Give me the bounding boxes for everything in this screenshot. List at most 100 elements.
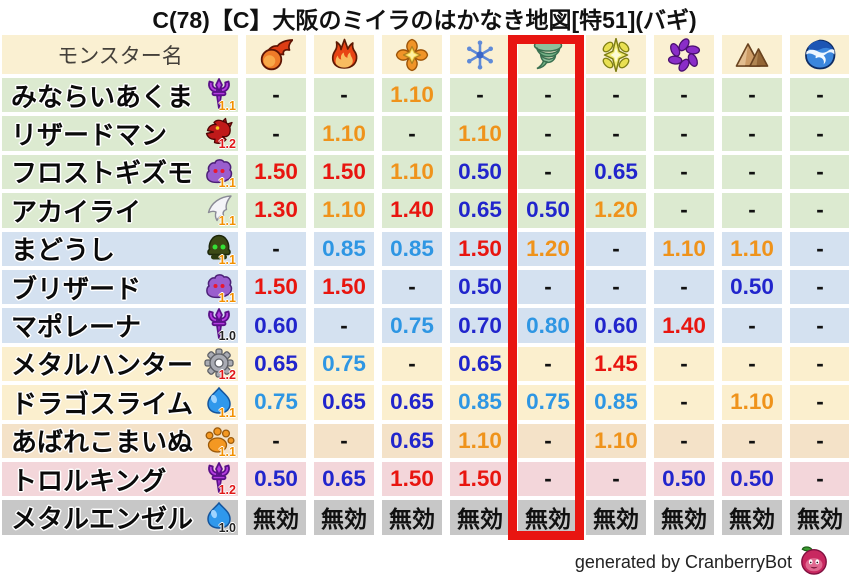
- resistance-cell: -: [790, 231, 849, 266]
- element-header-wave: [790, 35, 849, 74]
- resistance-value: -: [272, 235, 280, 261]
- resistance-cell: -: [722, 423, 782, 458]
- monster-name-cell: あばれこまいぬ 1.1: [2, 423, 238, 459]
- resistance-cell: 1.50: [450, 231, 510, 266]
- resistance-cell: 1.30: [246, 193, 306, 228]
- mountain-icon: [735, 38, 769, 72]
- resistance-value: -: [816, 466, 824, 492]
- resistance-cell: 1.50: [382, 461, 442, 497]
- resistance-value: -: [748, 197, 756, 223]
- resistance-cell: -: [654, 116, 714, 151]
- resistance-value: 0.65: [594, 158, 638, 184]
- resistance-cell: -: [518, 78, 578, 113]
- resistance-value: 0.65: [254, 350, 298, 376]
- resistance-value: -: [748, 427, 756, 453]
- resistance-cell: 1.50: [450, 461, 510, 497]
- resistance-cell: 1.10: [586, 423, 646, 458]
- resistance-value: 1.20: [526, 235, 570, 261]
- element-header-mountain: [722, 35, 782, 74]
- resistance-cell: -: [314, 308, 374, 343]
- resistance-cell: -: [586, 78, 646, 113]
- resistance-cell: 無効: [518, 500, 578, 535]
- resistance-value: -: [680, 427, 688, 453]
- page-title: C(78)【C】大阪のミイラのはかなき地図[特51](バギ): [152, 6, 697, 33]
- resistance-cell: 1.40: [382, 193, 442, 228]
- demon-icon: 1.1: [203, 78, 236, 113]
- resistance-value: 無効: [525, 506, 571, 533]
- resistance-value: -: [408, 120, 416, 146]
- demon-icon: 1.2: [203, 462, 236, 497]
- resistance-cell: -: [722, 308, 782, 343]
- resistance-value: -: [748, 158, 756, 184]
- resistance-value: 無効: [457, 506, 503, 533]
- resistance-cell: -: [518, 346, 578, 382]
- monster-name-cell: メタルエンゼル 1.0: [2, 500, 238, 535]
- resistance-cell: 1.10: [450, 423, 510, 458]
- resistance-cell: -: [518, 116, 578, 151]
- resistance-cell: 無効: [314, 500, 374, 535]
- monster-name-cell: トロルキング 1.2: [2, 461, 238, 497]
- resistance-cell: -: [722, 116, 782, 151]
- resistance-value: 0.70: [458, 312, 502, 338]
- resistance-value: -: [544, 158, 552, 184]
- resistance-value: 0.50: [730, 466, 774, 492]
- bird-icon: 1.1: [203, 193, 236, 228]
- resistance-cell: 0.50: [722, 269, 782, 305]
- element-header-flame: [314, 35, 374, 74]
- resistance-value: 1.10: [390, 158, 434, 184]
- element-header-fireball: [246, 35, 306, 74]
- resistance-value: 無効: [253, 506, 299, 533]
- monster-name: まどうし: [11, 235, 116, 266]
- wave-icon: [803, 38, 837, 72]
- monster-name: フロストギズモ: [11, 158, 194, 189]
- resistance-cell: -: [246, 231, 306, 266]
- machine-icon: 1.2: [203, 347, 236, 382]
- ghost-icon: 1.1: [203, 155, 236, 190]
- resistance-cell: 1.10: [314, 116, 374, 151]
- resistance-value: -: [272, 427, 280, 453]
- resistance-value: -: [612, 82, 620, 108]
- resistance-cell: -: [654, 346, 714, 382]
- resistance-cell: 1.10: [450, 116, 510, 151]
- tornado-icon: [531, 38, 565, 72]
- resistance-value: 無効: [729, 506, 775, 533]
- resistance-cell: 0.60: [246, 308, 306, 343]
- resistance-value: 無効: [389, 506, 435, 533]
- resistance-value: -: [680, 120, 688, 146]
- resistance-cell: 0.75: [518, 385, 578, 420]
- resistance-cell: -: [654, 269, 714, 305]
- resistance-cell: 0.85: [450, 385, 510, 420]
- resistance-value: 1.50: [322, 158, 366, 184]
- resistance-value: 0.65: [458, 197, 502, 223]
- resistance-value: 0.65: [322, 466, 366, 492]
- resistance-cell: -: [586, 116, 646, 151]
- monster-level: 1.2: [218, 367, 236, 382]
- resistance-value: 無効: [593, 506, 639, 533]
- resistance-cell: 1.50: [246, 154, 306, 190]
- resistance-cell: 0.65: [314, 461, 374, 497]
- resistance-cell: 0.50: [450, 269, 510, 305]
- resistance-value: 1.20: [594, 197, 638, 223]
- resistance-value: 0.85: [458, 389, 502, 415]
- resistance-value: -: [544, 350, 552, 376]
- resistance-cell: -: [722, 193, 782, 228]
- element-header-burst: [382, 35, 442, 74]
- resistance-value: -: [816, 235, 824, 261]
- resistance-value: -: [544, 274, 552, 300]
- monster-name-cell: マポレーナ 1.0: [2, 308, 238, 343]
- monster-name-cell: アカイライ 1.1: [2, 193, 238, 228]
- resistance-cell: 0.50: [246, 461, 306, 497]
- resistance-value: 1.50: [390, 466, 434, 492]
- resistance-value: -: [408, 350, 416, 376]
- resistance-value: 1.30: [254, 197, 298, 223]
- resistance-value: 0.60: [594, 312, 638, 338]
- resistance-cell: -: [382, 269, 442, 305]
- resistance-value: 1.50: [458, 466, 502, 492]
- resistance-value: 1.50: [254, 158, 298, 184]
- resistance-value: -: [680, 350, 688, 376]
- resistance-value: -: [816, 120, 824, 146]
- resistance-value: -: [816, 350, 824, 376]
- monster-name: メタルエンゼル: [11, 504, 194, 534]
- resistance-value: 1.50: [322, 274, 366, 300]
